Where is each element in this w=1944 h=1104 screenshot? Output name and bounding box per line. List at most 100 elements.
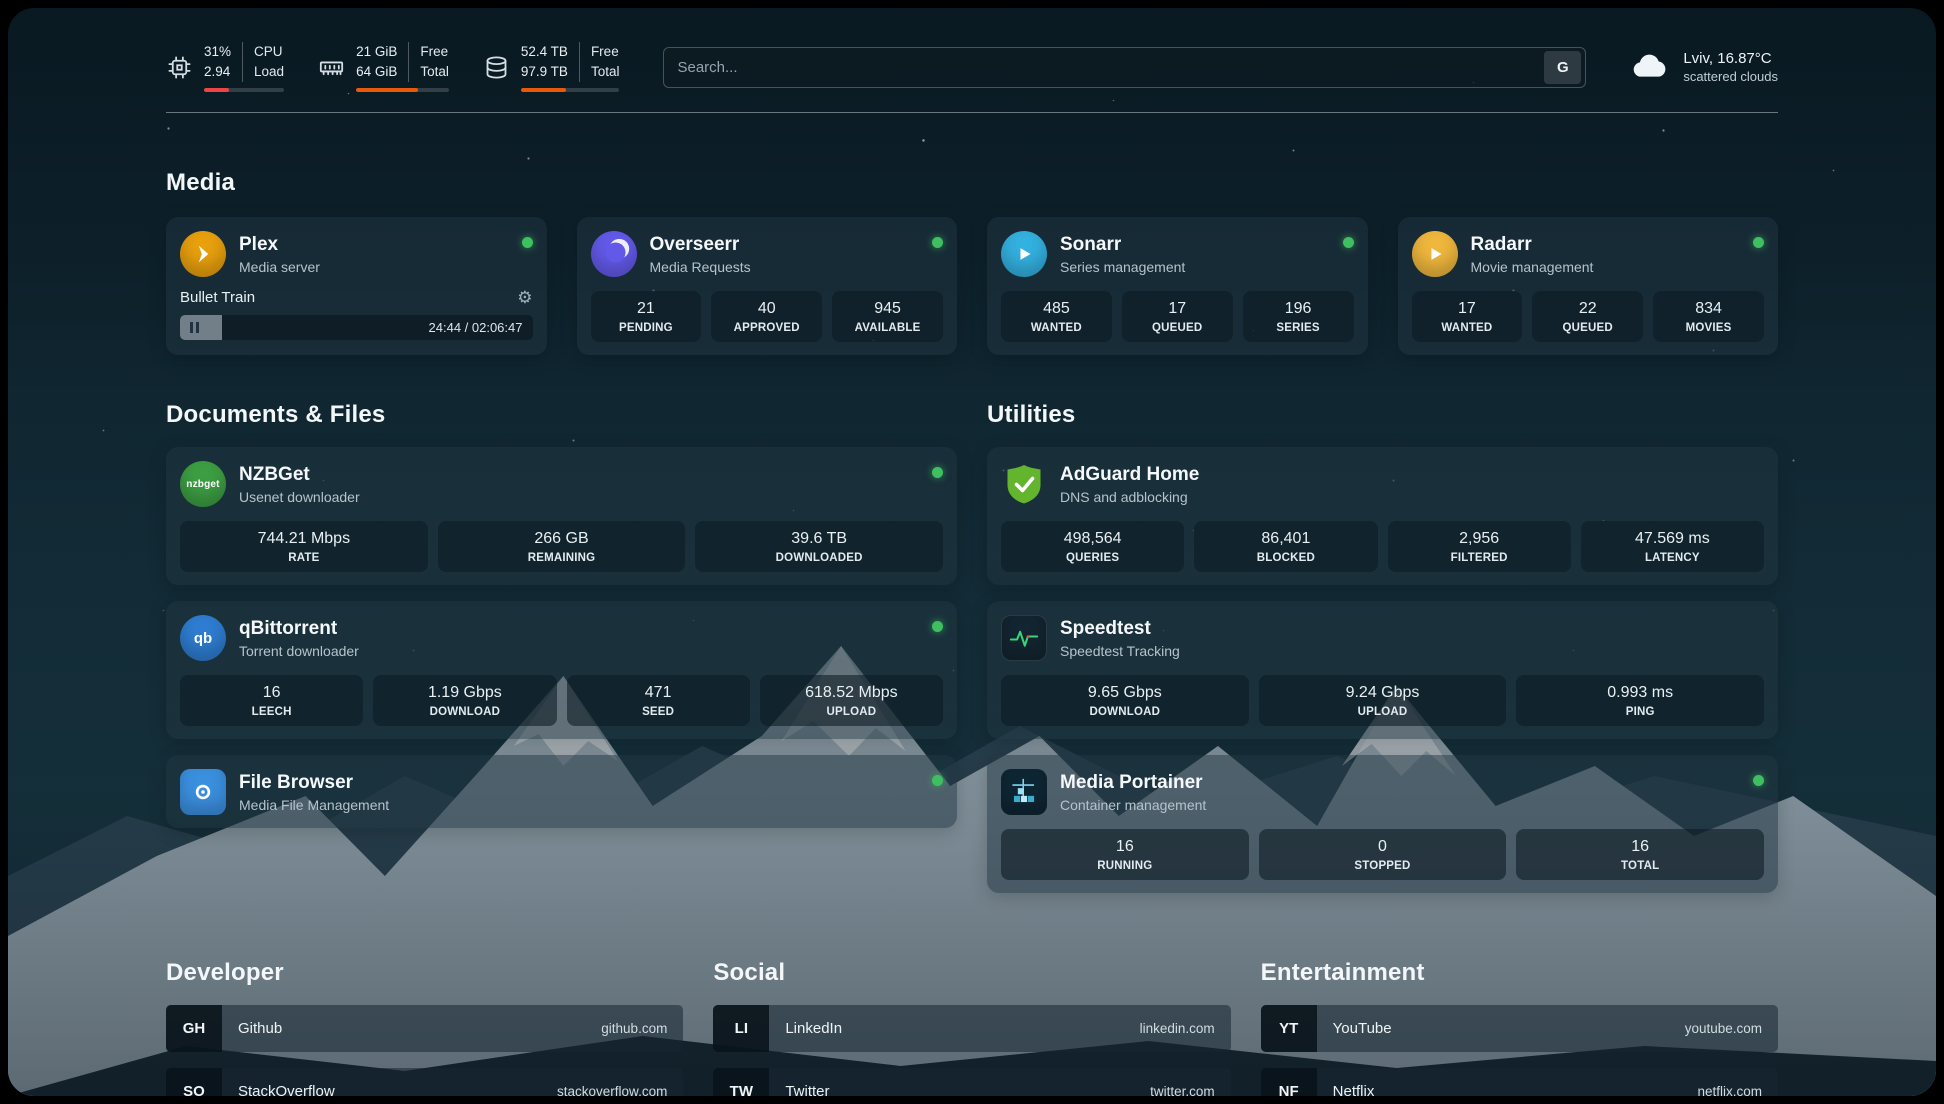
cpu-widget: 31% 2.94 CPU Load <box>166 42 285 92</box>
link-github[interactable]: GH Github github.com <box>166 1005 684 1052</box>
search-bar[interactable]: G <box>663 46 1587 88</box>
stat-series: 196 SERIES <box>1242 291 1354 342</box>
speedtest-card[interactable]: Speedtest Speedtest Tracking 9.65 Gbps D… <box>987 601 1778 739</box>
topbar-divider <box>166 112 1778 113</box>
stat-wanted: 485 WANTED <box>1001 291 1112 342</box>
link-youtube[interactable]: YT YouTube youtube.com <box>1260 1005 1778 1052</box>
stat-upload: 618.52 Mbps UPLOAD <box>759 675 943 726</box>
plex-icon <box>180 231 226 277</box>
stat-approved: 40 APPROVED <box>711 291 823 342</box>
stat-ping: 0.993 ms PING <box>1516 675 1764 726</box>
qbittorrent-title: qBittorrent <box>239 617 338 639</box>
status-indicator <box>932 237 943 248</box>
adguard-title: AdGuard Home <box>1060 463 1200 485</box>
stat-running: 16 RUNNING <box>1001 829 1249 880</box>
disk-progress-fill <box>520 87 567 92</box>
portainer-crane-icon <box>1001 769 1047 815</box>
twitter-badge: TW <box>713 1068 770 1096</box>
ram-labels: Free Total <box>408 42 449 82</box>
stat-downloaded: 39.6 TB DOWNLOADED <box>695 521 943 572</box>
stat-wanted: 17 WANTED <box>1411 291 1523 342</box>
section-media: Media Plex Media server Bullet <box>166 169 1778 355</box>
disk-widget: 52.4 TB 97.9 TB Free Total <box>483 42 620 92</box>
github-badge: GH <box>166 1005 222 1052</box>
speedtest-title: Speedtest <box>1060 617 1151 639</box>
stat-movies: 834 MOVIES <box>1653 291 1764 342</box>
status-indicator <box>1753 775 1764 786</box>
topbar: 31% 2.94 CPU Load <box>166 34 1778 100</box>
media-section-title: Media <box>166 169 236 196</box>
cpu-labels: CPU Load <box>242 42 284 82</box>
qbittorrent-card[interactable]: qb qBittorrent Torrent downloader 16 <box>166 601 957 739</box>
search-input[interactable] <box>677 58 1545 76</box>
overseerr-card[interactable]: Overseerr Media Requests 21 PENDING 40 A… <box>576 217 957 355</box>
nzbget-icon: nzbget <box>180 461 226 507</box>
qbittorrent-icon: qb <box>180 615 226 661</box>
portainer-card[interactable]: Media Portainer Container management 16 … <box>987 755 1778 893</box>
disk-total: 97.9 TB <box>520 64 568 79</box>
qbittorrent-subtitle: Torrent downloader <box>239 642 359 659</box>
stat-remaining: 266 GB REMAINING <box>437 521 686 572</box>
ram-widget: 21 GiB 64 GiB Free Total <box>318 42 449 92</box>
link-netflix[interactable]: NF Netflix netflix.com <box>1260 1068 1778 1096</box>
sonarr-title: Sonarr <box>1060 233 1122 255</box>
overseerr-icon <box>590 231 637 277</box>
sonarr-subtitle: Series management <box>1060 258 1186 275</box>
documents-section-title: Documents & Files <box>166 401 386 428</box>
stat-seed: 471 SEED <box>566 675 750 726</box>
radarr-icon <box>1411 231 1458 277</box>
nzbget-title: NZBGet <box>239 463 310 485</box>
stat-blocked: 86,401 BLOCKED <box>1194 521 1378 572</box>
adguard-subtitle: DNS and adblocking <box>1060 488 1188 505</box>
stat-leech: 16 LEECH <box>180 675 364 726</box>
dashboard-content: 31% 2.94 CPU Load <box>8 8 1936 1096</box>
stat-queued: 22 QUEUED <box>1532 291 1644 342</box>
playback-time: 24:44 / 02:06:47 <box>428 320 523 335</box>
cpu-percent: 31% <box>204 44 232 60</box>
disk-icon <box>483 54 510 81</box>
stat-download: 1.19 Gbps DOWNLOAD <box>373 675 557 726</box>
system-stats: 31% 2.94 CPU Load <box>166 42 620 92</box>
social-section-title: Social <box>713 959 786 986</box>
youtube-badge: YT <box>1260 1005 1317 1052</box>
ram-progress-fill <box>356 87 419 92</box>
plex-card[interactable]: Plex Media server Bullet Train ⚙ 24:44 /… <box>166 217 547 355</box>
sonarr-icon <box>1001 231 1047 277</box>
filebrowser-icon <box>180 769 226 815</box>
link-stackoverflow[interactable]: SO StackOverflow stackoverflow.com <box>166 1068 684 1096</box>
playback-progress-bar[interactable]: 24:44 / 02:06:47 <box>180 315 533 340</box>
pause-icon[interactable] <box>190 322 199 333</box>
status-indicator <box>521 237 533 248</box>
status-indicator <box>932 467 943 478</box>
stat-upload: 9.24 Gbps UPLOAD <box>1258 675 1507 726</box>
weather-location: Lviv, 16.87°C <box>1683 50 1772 67</box>
cpu-values: 31% 2.94 <box>204 42 231 81</box>
disk-labels: Free Total <box>578 42 619 82</box>
stackoverflow-badge: SO <box>166 1068 222 1096</box>
stat-queued: 17 QUEUED <box>1121 291 1233 342</box>
speedtest-subtitle: Speedtest Tracking <box>1060 642 1180 659</box>
link-linkedin[interactable]: LI LinkedIn linkedin.com <box>713 1005 1231 1052</box>
disk-free: 52.4 TB <box>520 44 568 60</box>
stat-available: 945 AVAILABLE <box>832 291 943 342</box>
radarr-card[interactable]: Radarr Movie management 17 WANTED 22 QUE… <box>1397 217 1778 355</box>
weather-widget: Lviv, 16.87°C scattered clouds <box>1630 49 1778 86</box>
settings-gear-icon[interactable]: ⚙ <box>517 288 533 307</box>
search-engine-button[interactable]: G <box>1544 50 1582 84</box>
ram-total: 64 GiB <box>356 64 398 79</box>
link-twitter[interactable]: TW Twitter twitter.com <box>713 1068 1231 1096</box>
stat-download: 9.65 Gbps DOWNLOAD <box>1001 675 1249 726</box>
entertainment-section-title: Entertainment <box>1260 959 1425 986</box>
cpu-chip-icon <box>166 54 193 81</box>
filebrowser-card[interactable]: File Browser Media File Management <box>166 755 957 828</box>
adguard-card[interactable]: AdGuard Home DNS and adblocking 498,564 … <box>987 447 1778 585</box>
stat-queries: 498,564 QUERIES <box>1001 521 1185 572</box>
radarr-subtitle: Movie management <box>1470 258 1594 275</box>
sonarr-card[interactable]: Sonarr Series management 485 WANTED 17 Q… <box>987 217 1368 355</box>
disk-progress-track <box>520 87 620 92</box>
filebrowser-subtitle: Media File Management <box>239 796 390 813</box>
stat-latency: 47.569 ms LATENCY <box>1580 521 1764 572</box>
filebrowser-title: File Browser <box>239 771 354 793</box>
nzbget-card[interactable]: nzbget NZBGet Usenet downloader 744.21 M… <box>166 447 957 585</box>
stat-filtered: 2,956 FILTERED <box>1387 521 1571 572</box>
